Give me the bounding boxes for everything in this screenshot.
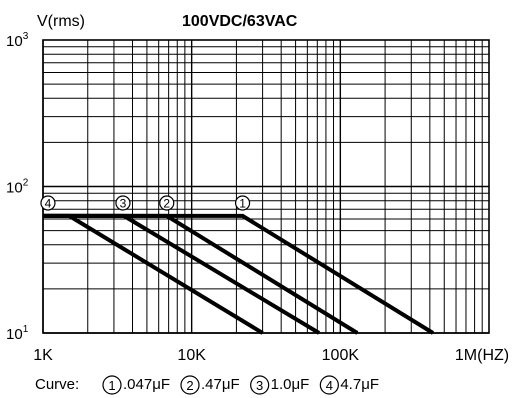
legend-item-1: 1 .047μF <box>102 375 170 395</box>
x-tick-labels: 1K 10K 100K 1M(HZ) <box>33 347 509 364</box>
legend-item-label: .047μF <box>123 376 170 393</box>
curve-marker-4: 4 <box>40 195 56 211</box>
curve-marker-label: 4 <box>45 197 52 211</box>
curve-marker-circle <box>234 195 251 211</box>
legend-item-3: 3 1.0μF <box>250 375 310 395</box>
legend-marker-label: 3 <box>256 378 263 393</box>
legend-item-4: 4 4.7μF <box>319 375 379 395</box>
curve-marker-1: 1 <box>234 195 251 211</box>
plot-frame <box>42 39 490 334</box>
legend-item-label: 1.0μF <box>271 376 310 393</box>
legend-marker-circle <box>319 375 339 395</box>
legend-marker-label: 4 <box>326 378 333 393</box>
legend-marker-circle <box>180 375 200 395</box>
y-tick-labels: 101 102 103 <box>6 31 29 343</box>
series-line-4 <box>43 213 264 335</box>
curve-marker-label: 2 <box>163 197 170 211</box>
curve-marker-label: 3 <box>120 197 127 211</box>
curve-marker-circle <box>40 195 56 211</box>
series-line-2 <box>43 213 359 335</box>
curve-marker-circle <box>115 195 131 211</box>
x-tick-label: 100K <box>322 347 360 364</box>
legend-marker-circle <box>250 375 270 395</box>
legend-item-2: 2 .47μF <box>180 375 240 395</box>
legend-marker-label: 2 <box>186 378 193 393</box>
legend-prefix: Curve: <box>35 376 79 393</box>
series-line-3 <box>43 213 321 335</box>
curve-markers: 4 3 2 1 <box>40 195 251 211</box>
legend-marker-circle <box>102 375 122 395</box>
legend: Curve: 1 .047μF 2 .47μF 3 1.0μF 4 4.7μF <box>35 375 379 395</box>
grid <box>42 39 490 334</box>
curve-marker-3: 3 <box>115 195 131 211</box>
y-tick-label: 102 <box>6 178 29 197</box>
x-tick-label: 1M(HZ) <box>455 347 509 364</box>
legend-item-label: .47μF <box>201 376 240 393</box>
legend-item-label: 4.7μF <box>340 376 379 393</box>
x-tick-label: 10K <box>177 347 206 364</box>
legend-marker-label: 1 <box>108 378 115 393</box>
y-axis-label: V(rms) <box>37 13 85 30</box>
curve-marker-label: 1 <box>239 197 246 211</box>
y-tick-label: 101 <box>6 324 29 343</box>
y-tick-label: 103 <box>6 31 29 50</box>
curve-marker-2: 2 <box>159 195 175 211</box>
curve-marker-circle <box>159 195 175 211</box>
chart-title: 100VDC/63VAC <box>182 13 298 30</box>
x-tick-label: 1K <box>33 347 53 364</box>
series-lines <box>43 213 435 335</box>
